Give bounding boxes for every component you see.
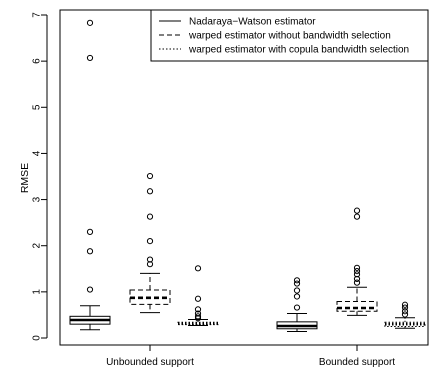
x-tick-label: Unbounded support xyxy=(106,357,194,368)
outlier-point xyxy=(86,19,94,26)
outlier-point xyxy=(353,207,361,214)
outlier-point xyxy=(353,267,361,275)
y-tick-label: 1 xyxy=(32,289,43,295)
legend-item: warped estimator without bandwidth selec… xyxy=(159,31,391,42)
outlier-point xyxy=(401,304,409,311)
outlier-point xyxy=(194,315,202,322)
outlier-point xyxy=(353,275,361,283)
outlier-point xyxy=(194,295,202,302)
outlier-point xyxy=(146,188,154,195)
y-tick-label: 0 xyxy=(32,335,43,341)
outlier-point xyxy=(401,311,409,318)
outlier-point xyxy=(353,213,361,220)
outlier-point xyxy=(86,228,94,235)
y-axis-title: RMSE xyxy=(19,163,31,193)
box-unbounded-series-2 xyxy=(177,265,219,327)
outlier-point xyxy=(146,256,154,263)
y-tick-label: 5 xyxy=(32,104,43,110)
y-axis: 0 1 2 3 4 5 6 7 xyxy=(32,12,48,341)
outlier-point xyxy=(353,271,361,278)
outlier-point xyxy=(194,306,202,313)
outlier-point xyxy=(86,54,94,62)
iqr-box xyxy=(384,321,426,327)
outlier-point xyxy=(353,264,361,271)
outlier-point xyxy=(194,265,202,272)
outlier-point xyxy=(293,277,301,284)
x-axis: Unbounded support Bounded support xyxy=(106,344,395,368)
box-unbounded-series-0 xyxy=(69,19,111,331)
box-bounded-series-1 xyxy=(336,207,378,316)
iqr-box xyxy=(177,321,219,326)
outlier-point xyxy=(146,238,154,245)
legend-item: warped estimator with copula bandwidth s… xyxy=(159,45,409,56)
outlier-point xyxy=(353,279,361,286)
y-tick-label: 3 xyxy=(32,196,43,202)
legend-box xyxy=(150,9,429,62)
box-unbounded-series-1 xyxy=(129,172,171,314)
outlier-point xyxy=(293,280,301,287)
outlier-point xyxy=(293,293,301,300)
y-tick-label: 6 xyxy=(32,58,43,64)
legend-label: Nadaraya−Watson estimator xyxy=(189,17,316,28)
y-tick-label: 4 xyxy=(32,150,43,156)
outlier-point xyxy=(86,248,94,255)
outlier-point xyxy=(194,310,202,317)
outlier-point xyxy=(194,313,202,320)
y-tick-label: 2 xyxy=(32,242,43,248)
outlier-point xyxy=(86,286,94,293)
legend-label: warped estimator without bandwidth selec… xyxy=(188,31,391,42)
outlier-point xyxy=(146,172,154,180)
x-tick-label: Bounded support xyxy=(319,357,395,368)
outlier-point xyxy=(146,261,154,268)
legend-item: Nadaraya−Watson estimator xyxy=(159,17,316,28)
outlier-point xyxy=(293,287,301,294)
outlier-point xyxy=(401,308,409,315)
iqr-box xyxy=(336,301,378,312)
boxplot-series xyxy=(69,19,426,333)
box-bounded-series-2 xyxy=(384,301,426,329)
outlier-point xyxy=(401,301,409,308)
y-tick-label: 7 xyxy=(32,12,43,18)
legend: Nadaraya−Watson estimator warped estimato… xyxy=(150,9,429,62)
outlier-point xyxy=(146,213,154,220)
box-bounded-series-0 xyxy=(276,277,318,333)
legend-label: warped estimator with copula bandwidth s… xyxy=(188,45,409,56)
outlier-point xyxy=(293,304,301,311)
